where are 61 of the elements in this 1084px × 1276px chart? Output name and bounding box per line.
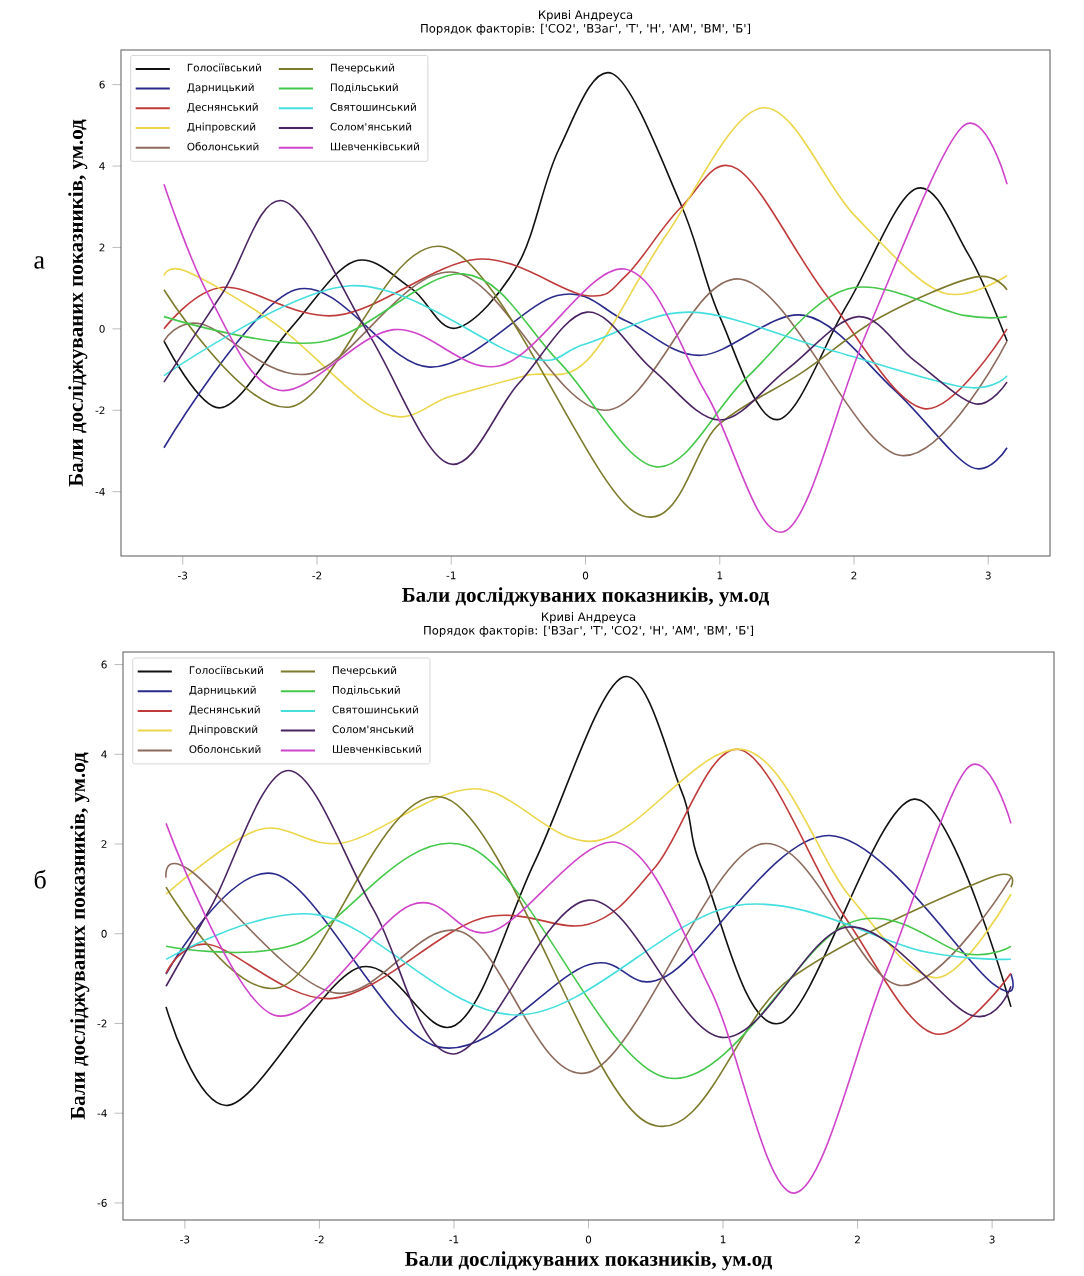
legend-label: Дніпровский <box>187 122 256 133</box>
legend-label: Голосіївський <box>187 63 261 72</box>
x-tick-label: -1 <box>449 1235 459 1244</box>
chart-title: Криві Андреуса <box>541 612 636 624</box>
legend-label: Дарницький <box>189 685 256 696</box>
legend-label: Деснянський <box>187 102 258 113</box>
line-series <box>165 676 1012 1106</box>
legend-label: Святошинський <box>330 102 416 111</box>
y-tick-label: 6 <box>101 660 107 669</box>
x-tick-label: 1 <box>720 1235 726 1244</box>
x-tick-label: -1 <box>446 571 456 580</box>
text: а <box>34 256 45 269</box>
legend-label: Подільський <box>333 685 400 696</box>
y-tick-label: -4 <box>95 487 105 496</box>
legend-label: Голосіївський <box>189 666 263 675</box>
legend-label: Шевченківський <box>330 142 419 151</box>
y-tick-label: -2 <box>95 406 105 415</box>
x-tick-label: 2 <box>851 571 857 580</box>
y-tick-label: 2 <box>101 840 107 848</box>
y-tick-label: 0 <box>99 324 105 333</box>
legend-label: Печерський <box>330 63 395 74</box>
y-tick-label: 4 <box>101 750 107 759</box>
x-tick-label: 2 <box>855 1235 860 1244</box>
x-tick-label: 0 <box>582 571 589 580</box>
line-series <box>163 284 1008 389</box>
x-tick-label: 1 <box>717 571 723 580</box>
x-tick-label: 3 <box>985 571 991 580</box>
y-tick-label: 4 <box>99 162 105 170</box>
y-tick-label: 2 <box>99 243 105 252</box>
y-tick-label: -6 <box>97 1199 107 1207</box>
legend-label: Солом'янський <box>332 725 414 734</box>
y-tick-label: 0 <box>101 929 107 938</box>
y-tick-label: 6 <box>99 80 105 89</box>
legend-label: Оболонський <box>187 142 259 151</box>
legend-label: Печерський <box>333 666 397 677</box>
x-tick-label: 3 <box>989 1235 995 1244</box>
x-tick-label: 0 <box>585 1235 592 1244</box>
x-tick-label: -2 <box>312 571 322 580</box>
line-series <box>165 903 1012 1016</box>
chart-subtitle: Порядок факторів: ['CO2', 'ВЗаг', 'Т', 'Н', 'АМ', 'ВМ', 'Б'] <box>421 23 751 35</box>
x-axis-title: Бали досліджуваних показників, ум.од <box>405 1251 772 1271</box>
y-tick-label: -2 <box>97 1019 107 1028</box>
legend-label: Оболонський <box>189 744 261 754</box>
legend-label: Дарницький <box>187 83 254 94</box>
text: б <box>34 869 46 889</box>
y-axis-title: Бали досліджуваних показників, ум.од <box>68 119 88 487</box>
legend-label: Шевченківський <box>333 744 421 754</box>
x-tick-label: -2 <box>314 1235 324 1244</box>
legend-label: Святошинський <box>332 705 418 714</box>
legend-label: Деснянський <box>189 705 260 715</box>
y-tick-label: -4 <box>97 1109 107 1118</box>
chart-subtitle: Порядок факторів: ['ВЗаг', 'Т', 'CO2', 'Н', 'АМ', 'ВМ', 'Б'] <box>424 625 754 637</box>
x-tick-label: -3 <box>178 571 188 580</box>
chart-title: Криві Андреуса <box>539 10 633 22</box>
y-axis-title: Бали досліджуваних показників, ум.од <box>70 752 90 1120</box>
line-series <box>163 200 1008 466</box>
legend-label: Подільський <box>330 83 398 93</box>
x-axis-title: Бали досліджуваних показників, ум.од <box>402 587 769 607</box>
legend-label: Солом'янський <box>330 122 412 131</box>
x-tick-label: -3 <box>180 1235 190 1244</box>
legend-label: Дніпровский <box>189 725 258 736</box>
